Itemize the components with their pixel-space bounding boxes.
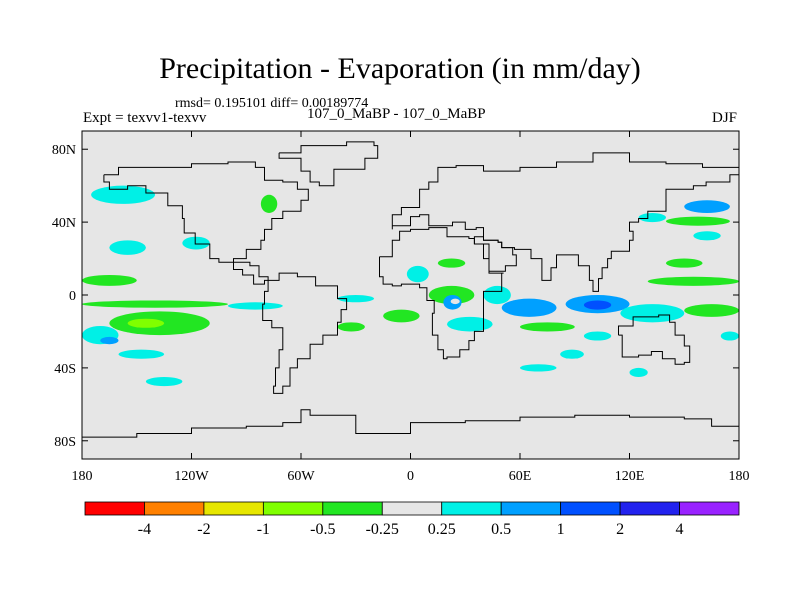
anomaly-region-33	[666, 258, 703, 268]
colorbar-swatch-7	[500, 501, 562, 516]
coastline-greenland	[278, 141, 379, 187]
colorbar-swatch-4	[322, 501, 383, 516]
anomaly-region-21	[483, 285, 511, 305]
anomaly-region-2	[109, 240, 146, 255]
anomaly-region-35	[520, 364, 557, 372]
coastline-north-america	[103, 161, 309, 263]
x-tick-label-2: 60W	[287, 469, 315, 484]
anomaly-region-28	[684, 304, 739, 317]
x-tick-label-6: 180	[729, 469, 750, 484]
colorbar-label-9: 4	[676, 521, 684, 538]
colorbar-label-6: 0.5	[491, 521, 511, 538]
stats-label: rmsd= 0.195101 diff= 0.00189774	[175, 96, 369, 111]
experiment-label: Expt = texvv1-texvv	[83, 110, 207, 126]
anomaly-region-30	[684, 200, 730, 213]
anomaly-region-26	[620, 304, 685, 323]
y-axis: 80N 40N 0 40S 80S	[52, 143, 739, 450]
anomaly-region-16	[437, 258, 466, 268]
anomaly-region-10	[118, 349, 165, 359]
case-label: 107_0_MaBP - 107_0_MaBP	[307, 106, 486, 122]
y-tick-label-2: 0	[69, 289, 76, 304]
anomaly-region-23	[520, 322, 575, 332]
x-tick-label-3: 0	[407, 469, 414, 484]
anomaly-region-39	[337, 322, 365, 332]
anomaly-region-17	[428, 285, 475, 305]
anomaly-region-32	[693, 231, 721, 241]
colorbar-label-5: 0.25	[428, 521, 456, 538]
coastline-antarctica	[82, 409, 739, 459]
colorbar: -4 -2 -1 -0.5 -0.25 0.25 0.5 1 2 4	[84, 501, 740, 538]
anomaly-region-4	[82, 300, 228, 308]
y-tick-label-4: 80S	[54, 435, 76, 450]
anomaly-region-7	[127, 318, 165, 328]
chart-title: Precipitation - Evaporation (in mm/day)	[159, 52, 641, 85]
x-tick-label-5: 120E	[615, 469, 645, 484]
anomaly-region-31	[638, 213, 666, 223]
colorbar-swatch-6	[441, 501, 502, 516]
anomaly-region-38	[720, 331, 739, 341]
x-tick-label-1: 120W	[174, 469, 209, 484]
colorbar-label-0: -4	[138, 521, 151, 538]
anomaly-region-25	[583, 300, 612, 310]
y-tick-label-1: 40N	[52, 216, 76, 231]
anomaly-region-29	[666, 216, 730, 226]
colorbar-swatch-10	[679, 501, 740, 516]
colorbar-swatch-3	[262, 501, 324, 516]
anomaly-region-3	[82, 274, 137, 286]
coastline-arabia	[473, 236, 517, 272]
anomaly-region-37	[583, 331, 612, 341]
anomaly-region-5	[228, 302, 283, 310]
anomaly-region-27	[647, 276, 739, 286]
plot-background	[82, 131, 739, 459]
y-tick-label-3: 40S	[54, 362, 76, 377]
colorbar-label-7: 1	[557, 521, 565, 538]
season-label: DJF	[712, 110, 738, 126]
coastline-central-america	[233, 261, 269, 285]
anomaly-region-20	[447, 316, 493, 332]
anomaly-region-12	[260, 194, 278, 213]
anomaly-region-36	[629, 367, 648, 378]
anomaly-region-14	[383, 309, 420, 323]
coastline-eurasia	[391, 152, 739, 292]
anomaly-region-19	[450, 298, 460, 305]
colorbar-swatch-5	[381, 501, 443, 516]
colorbar-label-4: -0.25	[366, 521, 399, 538]
colorbar-label-1: -2	[197, 521, 210, 538]
colorbar-swatch-1	[144, 501, 205, 516]
colorbar-label-3: -0.5	[310, 521, 335, 538]
coastlines	[82, 141, 739, 459]
colorbar-swatch-8	[560, 501, 621, 516]
colorbar-label-8: 2	[616, 521, 624, 538]
coastline-south-america	[262, 272, 348, 394]
coastline-africa	[379, 227, 504, 360]
colorbar-swatch-9	[619, 501, 680, 516]
anomaly-region-11	[145, 377, 183, 387]
anomaly-regions	[82, 185, 739, 387]
colorbar-label-2: -1	[257, 521, 270, 538]
anomaly-region-15	[406, 265, 429, 283]
coastline-australia	[618, 314, 691, 365]
colorbar-swatch-2	[203, 501, 264, 516]
anomaly-region-34	[560, 349, 584, 359]
anomaly-region-9	[100, 336, 119, 345]
x-axis: 180 120W 60W 0 60E 120E 180	[72, 131, 750, 484]
anomaly-region-0	[91, 185, 155, 204]
anomaly-region-1	[182, 236, 210, 250]
colorbar-swatch-0	[84, 501, 145, 516]
anomaly-region-22	[501, 298, 557, 317]
x-tick-label-4: 60E	[509, 469, 532, 484]
x-tick-label-0: 180	[72, 469, 93, 484]
y-tick-label-0: 80N	[52, 143, 76, 158]
